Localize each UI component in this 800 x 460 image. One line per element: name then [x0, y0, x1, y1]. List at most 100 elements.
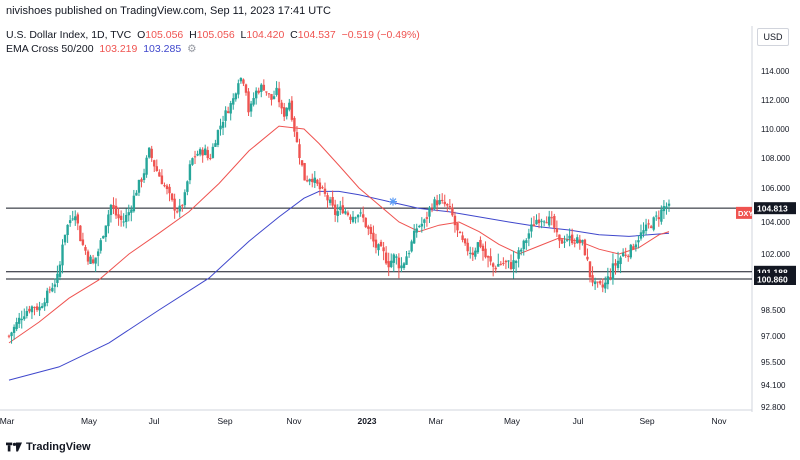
candle-body	[443, 201, 446, 205]
candle-body	[461, 235, 464, 240]
candle-body	[512, 260, 515, 270]
candle-body	[249, 103, 253, 112]
y-tick-label: 95.500	[761, 358, 786, 367]
candle-body	[99, 240, 102, 251]
candle-body	[400, 265, 403, 269]
candle-body	[412, 230, 416, 244]
candle-body	[331, 197, 334, 206]
candle-body	[275, 87, 278, 95]
x-tick-label: Mar	[429, 416, 444, 426]
candle-body	[596, 281, 599, 283]
candle-body	[107, 214, 110, 227]
level-label: 101.188	[757, 267, 788, 277]
candle-body	[221, 121, 225, 128]
candle-body	[609, 277, 612, 279]
currency-button[interactable]: USD	[757, 28, 789, 46]
candle-body	[86, 251, 90, 262]
candle-body	[535, 219, 538, 225]
y-tick-label: 104.000	[761, 218, 790, 227]
candle-body	[226, 111, 230, 113]
candle-body	[354, 217, 357, 219]
x-tick-label: Jul	[573, 416, 584, 426]
candle-body	[458, 231, 462, 234]
candle-body	[10, 332, 13, 337]
candle-body	[634, 244, 638, 248]
candle-body	[96, 251, 100, 256]
candle-body	[206, 150, 209, 159]
x-tick-label: Nov	[711, 416, 727, 426]
candle-body	[237, 83, 240, 95]
candle-body	[565, 239, 569, 241]
candle-body	[295, 132, 299, 143]
candle-body	[667, 203, 671, 206]
candle-body	[435, 200, 439, 206]
candle-body	[402, 263, 406, 268]
candle-body	[277, 88, 281, 103]
candle-body	[624, 254, 627, 256]
candle-body	[313, 177, 316, 183]
tradingview-logo-icon	[6, 442, 22, 452]
indicator-legend[interactable]: EMA Cross 50/200 103.219 103.285 ⚙	[6, 43, 197, 55]
candle-body	[175, 211, 179, 213]
candle-body	[576, 237, 579, 244]
candle-body	[224, 110, 227, 121]
change-value: −0.519 (−0.49%)	[341, 29, 420, 41]
candle-body	[540, 220, 543, 222]
candle-body	[548, 216, 551, 226]
candle-body	[298, 144, 301, 159]
candle-body	[448, 206, 452, 208]
candle-body	[530, 224, 533, 232]
low-label: L	[240, 29, 247, 41]
candle-body	[591, 275, 594, 283]
candle-body	[479, 239, 482, 247]
candle-body	[407, 253, 411, 255]
candle-body	[655, 215, 658, 217]
candle-body	[377, 244, 380, 251]
x-tick-label: Mar	[0, 416, 14, 426]
candle-body	[219, 125, 222, 130]
candle-body	[339, 206, 342, 210]
candle-body	[288, 102, 291, 110]
level-label-bg	[754, 273, 796, 285]
candle-body	[489, 256, 492, 262]
y-tick-label: 114.000	[761, 67, 790, 76]
candle-body	[46, 290, 49, 304]
candle-body	[76, 214, 80, 224]
candle-body	[160, 175, 164, 185]
candle-body	[662, 206, 666, 212]
candle-body	[573, 242, 576, 244]
candle-body	[525, 240, 528, 244]
candle-body	[293, 117, 296, 132]
candle-body	[12, 326, 16, 333]
candle-body	[270, 94, 273, 100]
candle-body	[38, 306, 41, 311]
candle-body	[397, 257, 401, 269]
candle-body	[581, 240, 584, 242]
candle-body	[560, 239, 564, 244]
symbol-description: U.S. Dollar Index, 1D, TVC	[6, 29, 132, 41]
candle-body	[629, 244, 632, 258]
candle-body	[316, 179, 319, 184]
candle-body	[611, 263, 615, 280]
candle-body	[33, 306, 36, 308]
candle-body	[395, 256, 398, 258]
candle-body	[216, 130, 220, 145]
candle-body	[606, 276, 610, 285]
candle-body	[311, 178, 314, 183]
candle-body	[379, 241, 383, 247]
candle-body	[328, 199, 332, 203]
candle-body	[647, 223, 650, 225]
candle-body	[66, 224, 69, 236]
candle-body	[196, 153, 199, 156]
candle-body	[201, 149, 204, 156]
y-tick-label: 102.000	[761, 250, 790, 259]
candle-body	[71, 218, 74, 220]
candle-body	[23, 316, 26, 320]
publish-caption: nivishoes published on TradingView.com, …	[6, 5, 331, 17]
candle-body	[438, 199, 441, 205]
candle-body	[430, 208, 434, 210]
candle-body	[359, 212, 362, 214]
settings-icon[interactable]: ⚙	[187, 43, 197, 55]
candle-body	[56, 273, 59, 283]
